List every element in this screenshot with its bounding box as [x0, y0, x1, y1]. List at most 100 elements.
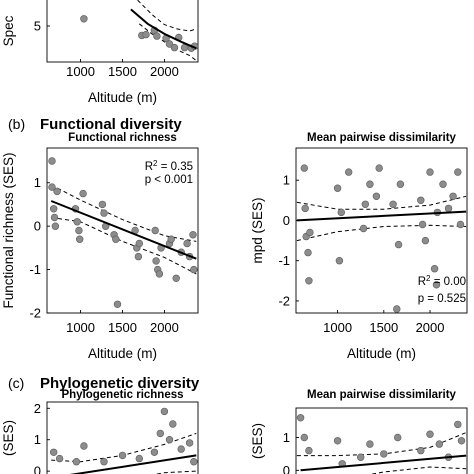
data-point: [305, 446, 313, 455]
data-point: [80, 15, 88, 23]
panel-b-left: -2 -1 0 1 1000 1500 2000 Altitude (m) Functional…: [1, 132, 199, 361]
data-point: [156, 429, 165, 438]
y-tick-label: 0: [283, 463, 290, 474]
panel-c-left: 0 1 2 (SES) Phylogenetic richness: [1, 389, 199, 474]
data-point: [190, 265, 198, 274]
r2-prefix: R: [418, 276, 426, 288]
data-point: [75, 235, 84, 243]
data-point: [134, 252, 143, 261]
x-axis-label: Altitude (m): [88, 90, 157, 105]
data-point: [152, 257, 160, 265]
ci-lower-line: [154, 470, 197, 474]
data-point: [142, 30, 150, 39]
data-point: [345, 168, 353, 176]
data-point: [333, 184, 342, 192]
data-point: [185, 439, 194, 447]
data-point: [366, 440, 374, 448]
data-point: [80, 442, 88, 450]
data-point: [426, 430, 434, 438]
data-point: [361, 200, 369, 209]
y-axis-label: mpd (SES): [250, 197, 265, 263]
y-tick-label: 1: [34, 175, 41, 190]
data-point: [177, 445, 185, 453]
data-point: [393, 305, 401, 313]
panel-c-right: 0 1 (SES) Mean pairwise dissimilarity: [250, 389, 468, 474]
data-point: [135, 454, 144, 463]
p-value-annotation: p = 0.525: [418, 293, 466, 305]
y-axis-label: (SES): [1, 420, 16, 456]
plot-area: [48, 157, 198, 308]
data-point: [135, 239, 144, 248]
data-point: [417, 196, 425, 205]
axes-box: [295, 407, 468, 474]
data-point: [417, 446, 425, 455]
data-point: [305, 277, 313, 285]
data-point: [439, 180, 447, 188]
axes-box: [46, 0, 199, 63]
panel-title: Functional richness: [68, 132, 177, 144]
x-tick-label: 2000: [150, 64, 179, 79]
data-point: [418, 220, 427, 229]
data-point: [380, 450, 388, 458]
panel-a-right: 5 1000 1500 2000 Altitude (m) Spec: [1, 0, 199, 105]
data-point: [170, 43, 179, 52]
data-point: [172, 274, 180, 282]
y-axis-label: Functional richness (SES): [1, 152, 16, 308]
data-point: [190, 458, 198, 466]
x-tick-label: 2000: [150, 320, 179, 335]
data-point: [454, 420, 462, 429]
data-point: [189, 231, 197, 239]
y-tick-label: 2: [34, 401, 41, 416]
x-tick-label: 1500: [108, 320, 137, 335]
fit-line: [130, 8, 197, 50]
section-c-label: (c): [8, 375, 24, 391]
y-tick-label: 0: [34, 464, 41, 474]
data-point: [432, 281, 441, 289]
data-point: [304, 248, 312, 257]
data-point: [372, 192, 381, 201]
data-point: [100, 458, 108, 466]
y-tick-label: 5: [34, 19, 41, 34]
y-tick-label: -1: [29, 262, 41, 277]
data-point: [79, 189, 87, 198]
data-point: [112, 235, 120, 243]
data-point: [375, 164, 383, 172]
data-point: [167, 235, 175, 243]
data-point: [456, 220, 465, 229]
fit-line: [50, 200, 197, 260]
data-point: [153, 32, 161, 40]
data-point: [113, 300, 122, 308]
data-point: [50, 213, 59, 222]
r2-annotation: R2 = 0.00: [418, 274, 466, 288]
plot-area: [49, 407, 198, 474]
axes-box: [46, 401, 199, 474]
r2-prefix: R: [145, 161, 153, 173]
plot-area: [296, 164, 467, 313]
x-tick-label: 1500: [108, 64, 137, 79]
ci-lower-line: [296, 224, 467, 242]
data-point: [72, 458, 81, 466]
data-point: [357, 453, 365, 461]
p-value-annotation: p < 0.001: [145, 174, 193, 186]
ci-lower-line: [369, 466, 467, 474]
fit-line: [69, 454, 197, 474]
data-point: [98, 200, 107, 209]
x-tick-label: 2000: [416, 320, 445, 335]
data-point: [73, 218, 81, 226]
data-point: [301, 204, 309, 213]
x-tick-label: 1500: [369, 320, 398, 335]
data-point: [426, 168, 434, 176]
x-axis-label: Altitude (m): [88, 346, 157, 361]
data-point: [435, 440, 443, 448]
data-point: [151, 226, 159, 235]
data-point: [421, 236, 430, 245]
x-axis-label: Altitude (m): [347, 346, 416, 361]
data-point: [300, 433, 308, 442]
y-tick-label: -2: [29, 306, 41, 321]
data-point: [366, 180, 374, 188]
data-point: [100, 209, 108, 217]
y-tick-label: -2: [278, 293, 290, 308]
plot-area: [80, 0, 198, 61]
